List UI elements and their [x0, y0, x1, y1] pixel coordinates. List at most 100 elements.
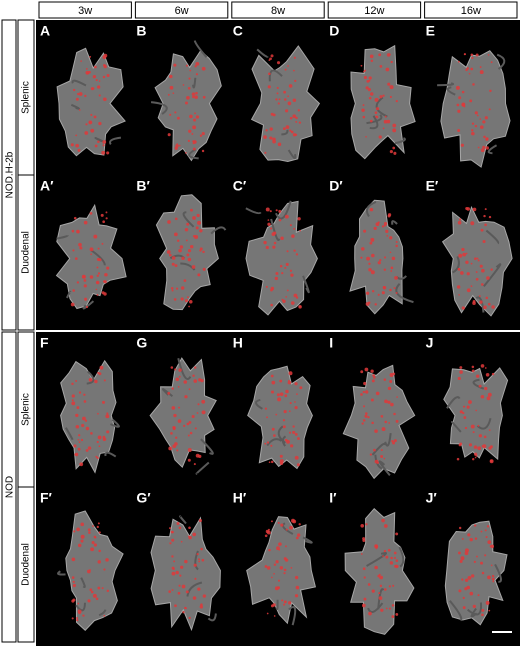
red-signal — [101, 587, 104, 590]
red-signal — [194, 427, 197, 430]
red-signal — [73, 530, 76, 533]
red-signal — [192, 140, 195, 143]
red-signal — [389, 379, 393, 383]
red-signal — [362, 567, 366, 571]
tissue-fold — [281, 129, 289, 136]
red-signal — [265, 207, 270, 212]
tissue-fold — [275, 599, 279, 611]
red-signal — [471, 131, 475, 136]
red-signal — [201, 399, 206, 404]
red-signal — [272, 139, 276, 144]
panel-letter: J — [426, 335, 434, 351]
red-signal — [195, 453, 200, 458]
red-signal — [167, 93, 170, 96]
panel-letter: C′ — [233, 178, 247, 194]
red-signal — [269, 210, 272, 213]
red-signal — [487, 575, 491, 580]
red-signal — [374, 565, 378, 570]
tissue-fold — [109, 136, 122, 145]
red-signal — [295, 120, 298, 123]
red-signal — [377, 261, 381, 265]
red-signal — [199, 605, 204, 609]
red-signal — [284, 438, 288, 442]
red-signal — [386, 234, 389, 237]
red-signal — [167, 133, 171, 137]
red-signal — [289, 525, 293, 530]
red-signal — [103, 280, 106, 283]
tissue-fold — [366, 551, 387, 567]
red-signal — [185, 590, 189, 594]
red-signal — [192, 147, 196, 151]
red-signal — [484, 367, 487, 369]
red-signal — [389, 150, 393, 154]
red-signal — [369, 453, 373, 456]
red-signal — [395, 419, 399, 423]
red-signal — [285, 262, 289, 267]
red-signal — [295, 133, 298, 136]
red-signal — [297, 109, 300, 112]
red-signal — [365, 291, 370, 295]
red-signal — [276, 86, 279, 90]
red-signal — [488, 609, 491, 612]
tissue-fold — [367, 602, 384, 614]
red-signal — [370, 369, 374, 373]
red-signal — [275, 560, 279, 564]
red-signal — [461, 90, 465, 94]
red-signal — [193, 118, 197, 122]
red-signal — [284, 394, 288, 398]
tissue-fold — [452, 256, 460, 274]
red-signal — [485, 372, 490, 377]
red-signal — [389, 85, 394, 90]
red-signal — [458, 294, 460, 296]
red-signal — [471, 129, 474, 132]
red-signal — [90, 253, 93, 256]
red-signal — [106, 412, 109, 415]
red-signal — [97, 522, 100, 525]
red-signal — [177, 385, 180, 388]
red-signal — [103, 64, 107, 69]
red-signal — [473, 524, 477, 527]
red-signal — [462, 596, 465, 600]
tissue-fold — [449, 600, 463, 622]
red-signal — [183, 279, 187, 283]
red-signal — [474, 452, 478, 456]
red-signal — [201, 149, 205, 153]
red-signal — [383, 457, 386, 460]
red-signal — [383, 222, 388, 226]
red-signal — [490, 459, 493, 463]
row-label: Duodenal — [21, 231, 32, 274]
red-signal — [266, 612, 269, 615]
red-signal — [373, 448, 376, 452]
red-signal — [283, 572, 286, 575]
red-signal — [459, 366, 463, 370]
red-signal — [487, 540, 492, 545]
red-signal — [175, 287, 179, 290]
red-signal — [106, 430, 110, 434]
tissue-fold — [302, 536, 313, 544]
red-signal — [192, 596, 197, 600]
red-signal — [280, 523, 284, 527]
red-signal — [90, 113, 93, 116]
red-signal — [104, 272, 108, 277]
tissue-fold — [483, 263, 502, 288]
red-signal — [381, 427, 386, 432]
red-signal — [374, 97, 379, 102]
red-signal — [179, 574, 182, 577]
red-signal — [380, 415, 384, 418]
red-signal — [469, 99, 473, 103]
red-signal — [368, 96, 372, 100]
red-signal — [283, 98, 287, 101]
red-signal — [475, 374, 480, 378]
red-signal — [169, 527, 172, 530]
red-signal — [80, 534, 85, 539]
red-signal — [460, 556, 465, 561]
red-signal — [88, 531, 91, 534]
red-signal — [480, 561, 484, 565]
red-signal — [184, 395, 188, 399]
red-signal — [78, 92, 83, 96]
red-signal — [188, 305, 190, 308]
tissue-fold — [179, 515, 187, 525]
tissue-fold — [182, 211, 195, 228]
red-signal — [477, 424, 480, 427]
red-signal — [105, 217, 108, 220]
